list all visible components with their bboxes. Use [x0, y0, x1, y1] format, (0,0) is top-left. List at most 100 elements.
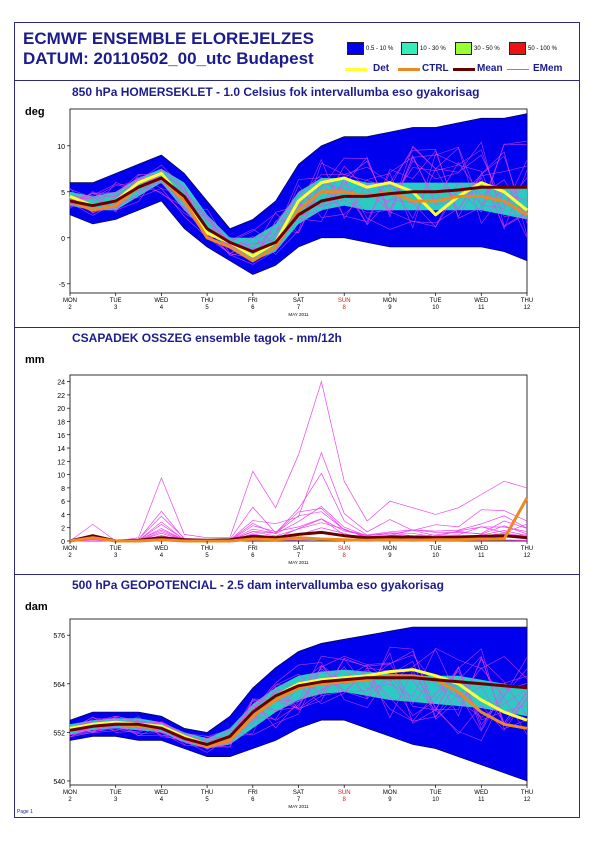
- x-tick-date-label: 11: [478, 797, 485, 803]
- x-tick-date-label: 7: [297, 797, 301, 803]
- x-tick-date-label: 10: [432, 305, 439, 311]
- y-tick-label: 22: [57, 393, 65, 400]
- series-line-mean: [69, 676, 528, 746]
- x-tick-day-label: SUN: [338, 298, 351, 304]
- x-tick-date-label: 12: [524, 797, 531, 803]
- legend-swatch-freq-1: [347, 42, 364, 55]
- y-tick-label: 10: [57, 473, 65, 480]
- x-tick-date-label: 6: [251, 797, 255, 803]
- x-tick-date-label: 4: [160, 553, 164, 559]
- y-tick-label: 0: [61, 539, 65, 546]
- x-tick-day-label: WED: [474, 298, 489, 304]
- legend-label-freq-3: 30 - 50 %: [474, 46, 500, 52]
- x-tick-date-label: 4: [160, 305, 164, 311]
- x-tick-day-label: THU: [521, 790, 533, 796]
- panel-title-temperature: 850 hPa HOMERSEKLET - 1.0 Celsius fok in…: [72, 85, 480, 99]
- x-tick-date-label: 8: [343, 797, 347, 803]
- y-tick-label: -5: [59, 282, 65, 289]
- page-number: Page 1: [17, 809, 33, 815]
- ensemble-member-line: [69, 647, 528, 741]
- x-tick-date-label: 8: [343, 305, 347, 311]
- x-tick-date-label: 2: [68, 305, 72, 311]
- y-tick-label: 0: [61, 236, 65, 243]
- x-tick-day-label: THU: [521, 546, 533, 552]
- x-tick-day-label: TUE: [430, 546, 442, 552]
- x-tick-day-label: TUE: [110, 790, 122, 796]
- y-tick-label: 552: [53, 730, 65, 737]
- legend-line-emem: [507, 69, 529, 70]
- x-tick-day-label: SAT: [293, 790, 305, 796]
- x-tick-date-label: 11: [478, 305, 485, 311]
- x-tick-day-label: MON: [63, 790, 77, 796]
- legend-swatch-freq-2: [401, 42, 418, 55]
- precipitation-chart: 024681012141618202224MON2TUE3WED4THU5FRI…: [57, 374, 533, 565]
- x-tick-day-label: MON: [63, 546, 77, 552]
- ensemble-member-line: [69, 380, 528, 542]
- legend-label-freq-2: 10 - 30 %: [420, 46, 446, 52]
- x-tick-day-label: SAT: [293, 546, 305, 552]
- temperature-chart: -50510MON2TUE3WED4THU5FRI6SAT7SUN8MON9TU…: [57, 108, 533, 317]
- x-tick-date-label: 5: [205, 797, 209, 803]
- legend-label-freq-1: 0.5 - 10 %: [366, 46, 394, 52]
- y-axis-label-temperature: deg: [25, 106, 45, 118]
- legend-label-ctrl: CTRL: [422, 63, 449, 74]
- ensemble-member-line: [69, 146, 528, 258]
- panel-title-precipitation: CSAPADEK OSSZEG ensemble tagok - mm/12h: [72, 331, 342, 345]
- x-tick-day-label: FRI: [248, 298, 258, 304]
- panel-title-geopotential: 500 hPa GEOPOTENCIAL - 2.5 dam intervall…: [72, 578, 444, 592]
- y-tick-label: 576: [53, 633, 65, 640]
- x-tick-day-label: SAT: [293, 298, 305, 304]
- ensemble-member-line: [69, 150, 528, 249]
- x-tick-date-label: 4: [160, 797, 164, 803]
- header-date-location: DATUM: 20110502_00_utc Budapest: [23, 49, 314, 68]
- x-tick-date-label: 3: [114, 797, 118, 803]
- x-tick-day-label: SUN: [338, 790, 351, 796]
- ensemble-member-line: [69, 654, 528, 746]
- x-tick-day-label: THU: [201, 546, 213, 552]
- x-tick-date-label: 10: [432, 797, 439, 803]
- x-tick-date-label: 2: [68, 797, 72, 803]
- y-axis-label-precipitation: mm: [25, 354, 45, 366]
- x-tick-day-label: WED: [154, 298, 169, 304]
- x-tick-day-label: WED: [154, 546, 169, 552]
- ensemble-member-line: [69, 508, 528, 542]
- x-tick-date-label: 3: [114, 305, 118, 311]
- x-tick-day-label: MON: [63, 298, 77, 304]
- y-tick-label: 14: [57, 446, 65, 453]
- series-line-det: [69, 171, 528, 258]
- series-line-mean: [69, 176, 527, 254]
- x-tick-date-label: 9: [388, 305, 392, 311]
- legend-line-ctrl: [398, 68, 420, 71]
- ensemble-member-line: [69, 660, 528, 743]
- y-tick-label: 10: [57, 144, 65, 151]
- x-tick-date-label: 6: [251, 553, 255, 559]
- x-tick-day-label: TUE: [110, 298, 122, 304]
- y-tick-label: 24: [57, 380, 65, 387]
- legend-swatch-freq-3: [455, 42, 472, 55]
- ensemble-member-line: [69, 655, 528, 750]
- x-tick-date-label: 3: [114, 553, 118, 559]
- x-tick-day-label: SUN: [338, 546, 351, 552]
- y-axis-label-geopotential: dam: [25, 601, 48, 613]
- y-tick-label: 18: [57, 419, 65, 426]
- x-tick-date-label: 2: [68, 553, 72, 559]
- x-tick-day-label: WED: [474, 790, 489, 796]
- series-line-ctrl: [69, 497, 529, 543]
- legend-line-det: [345, 68, 367, 71]
- x-tick-date-label: 11: [478, 553, 485, 559]
- y-tick-label: 2: [61, 526, 65, 533]
- x-tick-day-label: THU: [201, 790, 213, 796]
- x-tick-day-label: THU: [201, 298, 213, 304]
- x-tick-date-label: 5: [205, 553, 209, 559]
- header-title: ECMWF ENSEMBLE ELOREJELZES: [23, 29, 314, 48]
- x-tick-date-label: 8: [343, 553, 347, 559]
- x-tick-date-label: 9: [388, 553, 392, 559]
- separator: [15, 327, 579, 328]
- y-tick-label: 540: [53, 779, 65, 786]
- legend-label-det: Det: [373, 63, 390, 74]
- meteogram-page: ECMWF ENSEMBLE ELOREJELZES DATUM: 201105…: [14, 22, 580, 818]
- x-tick-day-label: MON: [383, 546, 397, 552]
- y-tick-label: 564: [53, 682, 65, 689]
- ensemble-member-line: [69, 506, 528, 542]
- x-tick-day-label: WED: [474, 546, 489, 552]
